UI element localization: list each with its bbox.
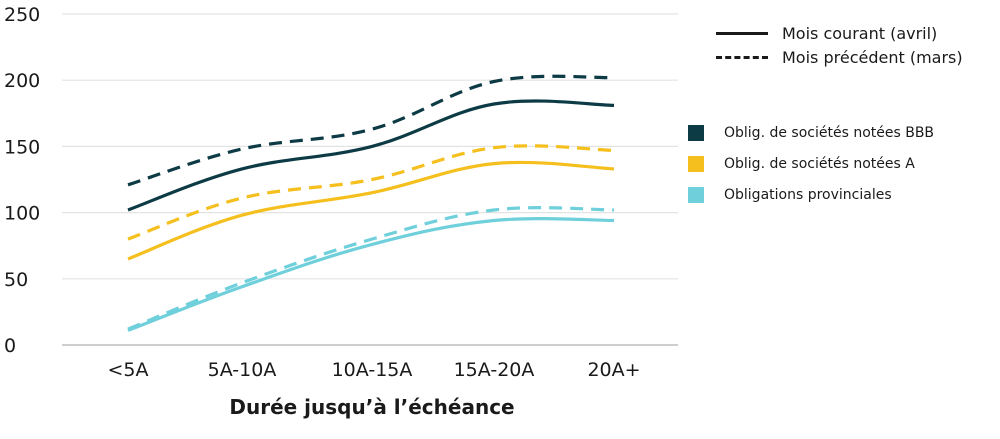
legend-label: Obligations provinciales	[724, 187, 892, 203]
y-tick-label: 200	[4, 70, 40, 92]
dashed-line-swatch	[716, 56, 768, 59]
y-tick-label: 150	[4, 136, 40, 158]
y-tick-label: 250	[4, 4, 40, 26]
color-swatch	[688, 125, 704, 141]
legend-item-a: Oblig. de sociétés notées A	[688, 156, 915, 172]
series-line-previous-1	[127, 144, 615, 241]
y-tick-label: 100	[4, 203, 40, 225]
color-swatch	[688, 187, 704, 203]
y-axis-ticks: 0 50 100 150 200 250	[4, 4, 40, 357]
x-tick-label: 5A-10A	[208, 359, 277, 381]
legend-label: Mois courant (avril)	[782, 24, 938, 43]
series-lines	[127, 74, 615, 332]
legend-item-current-month: Mois courant (avril)	[716, 24, 937, 43]
series-line-current-0	[127, 99, 615, 212]
x-tick-label: 10A-15A	[332, 359, 413, 381]
y-tick-label: 0	[4, 335, 16, 357]
legend-label: Mois précédent (mars)	[782, 48, 963, 67]
legend-label: Oblig. de sociétés notées BBB	[724, 125, 935, 141]
gridlines	[62, 13, 678, 346]
legend-label: Oblig. de sociétés notées A	[724, 156, 915, 172]
y-tick-label: 50	[4, 269, 28, 291]
x-tick-label: <5A	[107, 359, 148, 381]
legend-item-bbb: Oblig. de sociétés notées BBB	[688, 125, 934, 141]
color-swatch	[688, 156, 704, 172]
x-tick-label: 20A+	[587, 359, 640, 381]
legend-item-provincial: Obligations provinciales	[688, 187, 892, 203]
series-line-previous-2	[127, 206, 615, 331]
series-line-current-1	[127, 160, 615, 261]
x-axis-ticks: <5A 5A-10A 10A-15A 15A-20A 20A+	[107, 359, 640, 381]
x-axis-title: Durée jusqu’à l’échéance	[229, 395, 514, 419]
legend-item-previous-month: Mois précédent (mars)	[716, 48, 963, 67]
series-line-current-2	[127, 217, 615, 332]
series-line-previous-0	[127, 74, 615, 187]
x-tick-label: 15A-20A	[454, 359, 535, 381]
solid-line-swatch	[716, 32, 768, 35]
